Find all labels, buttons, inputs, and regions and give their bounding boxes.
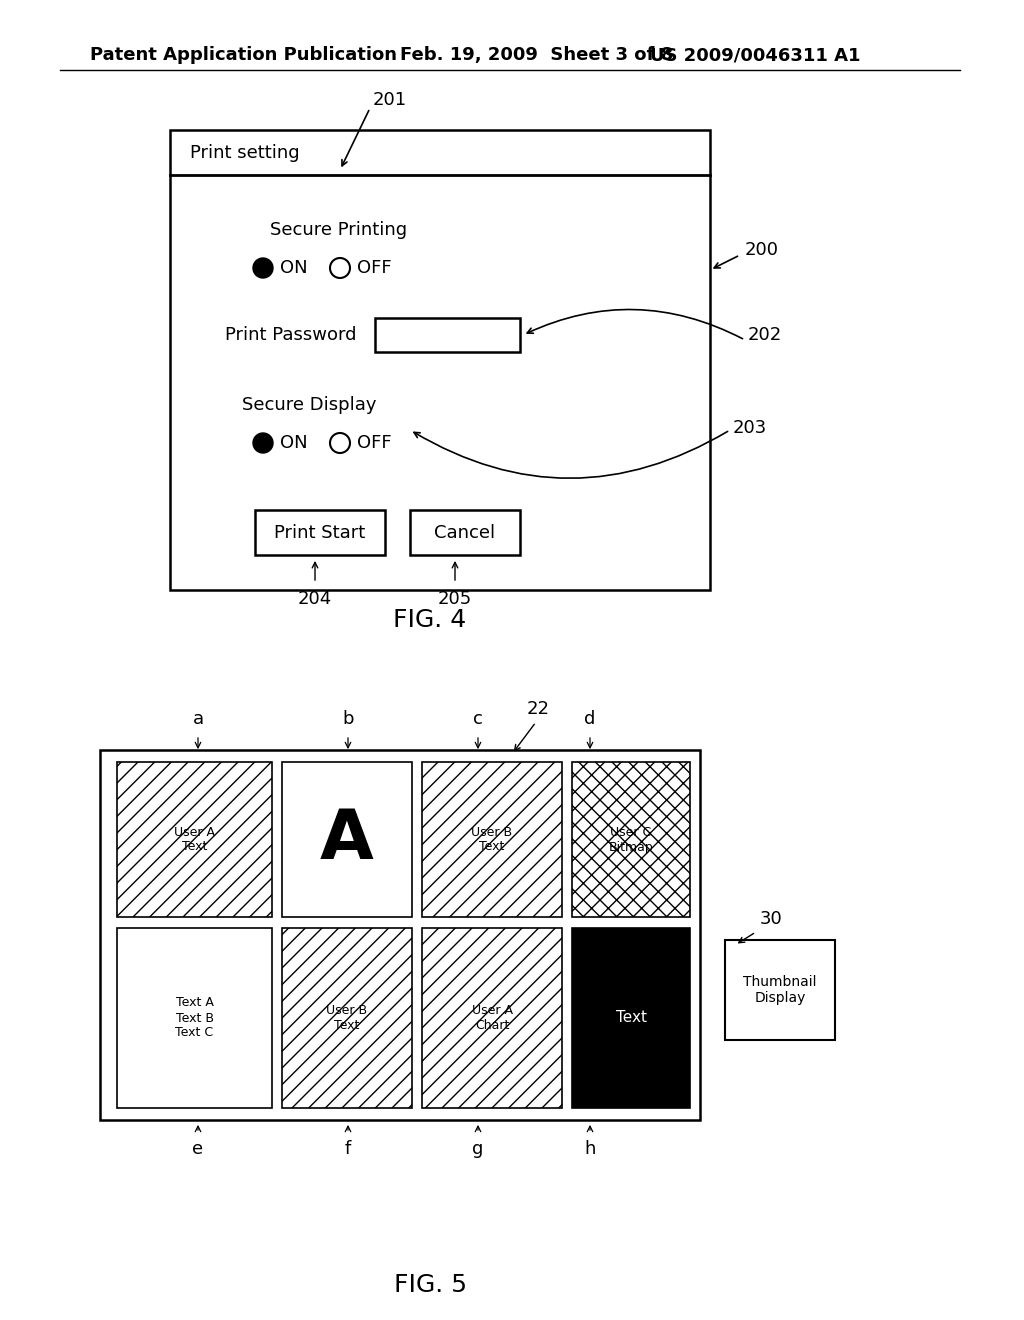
Text: OFF: OFF [357, 259, 391, 277]
Text: A: A [321, 807, 374, 873]
Text: Text A
Text B
Text C: Text A Text B Text C [175, 997, 214, 1040]
Bar [725, 940, 835, 1040]
Text: 204: 204 [298, 590, 332, 609]
Text: ON: ON [280, 259, 307, 277]
Text: g: g [472, 1140, 483, 1158]
Text: c: c [473, 710, 483, 729]
Text: 201: 201 [373, 91, 408, 110]
Text: OFF: OFF [357, 434, 391, 451]
Text: h: h [585, 1140, 596, 1158]
Text: User C
Bitmap: User C Bitmap [608, 825, 653, 854]
Bar [255, 510, 385, 554]
Bar [170, 129, 710, 590]
Text: Print Password: Print Password [225, 326, 356, 345]
Text: Print Start: Print Start [274, 524, 366, 541]
Bar [117, 762, 272, 917]
Bar [422, 762, 562, 917]
Text: User B
Text: User B Text [327, 1005, 368, 1032]
Text: 200: 200 [745, 242, 779, 259]
Circle shape [330, 257, 350, 279]
Text: 203: 203 [733, 418, 767, 437]
Text: b: b [342, 710, 353, 729]
Bar [117, 928, 272, 1107]
Text: ON: ON [280, 434, 307, 451]
Circle shape [253, 433, 273, 453]
Text: 30: 30 [760, 909, 782, 928]
Text: Secure Printing: Secure Printing [270, 220, 408, 239]
Bar [572, 762, 690, 917]
Text: FIG. 4: FIG. 4 [393, 609, 467, 632]
Text: 22: 22 [526, 700, 550, 718]
Text: d: d [585, 710, 596, 729]
Text: User A
Text: User A Text [174, 825, 215, 854]
Bar [282, 928, 412, 1107]
Text: Print setting: Print setting [190, 144, 300, 161]
Text: a: a [193, 710, 204, 729]
Text: Text: Text [615, 1011, 646, 1026]
Text: Secure Display: Secure Display [242, 396, 377, 414]
Text: Thumbnail
Display: Thumbnail Display [743, 975, 817, 1005]
Text: Patent Application Publication: Patent Application Publication [90, 46, 397, 63]
Bar [572, 928, 690, 1107]
Bar [410, 510, 520, 554]
Text: Feb. 19, 2009  Sheet 3 of 8: Feb. 19, 2009 Sheet 3 of 8 [400, 46, 673, 63]
Text: Cancel: Cancel [434, 524, 496, 541]
Bar [282, 762, 412, 917]
Bar [422, 928, 562, 1107]
Text: User A
Chart: User A Chart [471, 1005, 512, 1032]
Text: FIG. 5: FIG. 5 [393, 1272, 467, 1298]
Text: US 2009/0046311 A1: US 2009/0046311 A1 [650, 46, 860, 63]
Text: 202: 202 [748, 326, 782, 345]
Text: e: e [193, 1140, 204, 1158]
Text: f: f [345, 1140, 351, 1158]
Text: User B
Text: User B Text [471, 825, 513, 854]
Circle shape [330, 433, 350, 453]
Bar [100, 750, 700, 1119]
Text: 205: 205 [438, 590, 472, 609]
Bar [375, 318, 520, 352]
Circle shape [253, 257, 273, 279]
